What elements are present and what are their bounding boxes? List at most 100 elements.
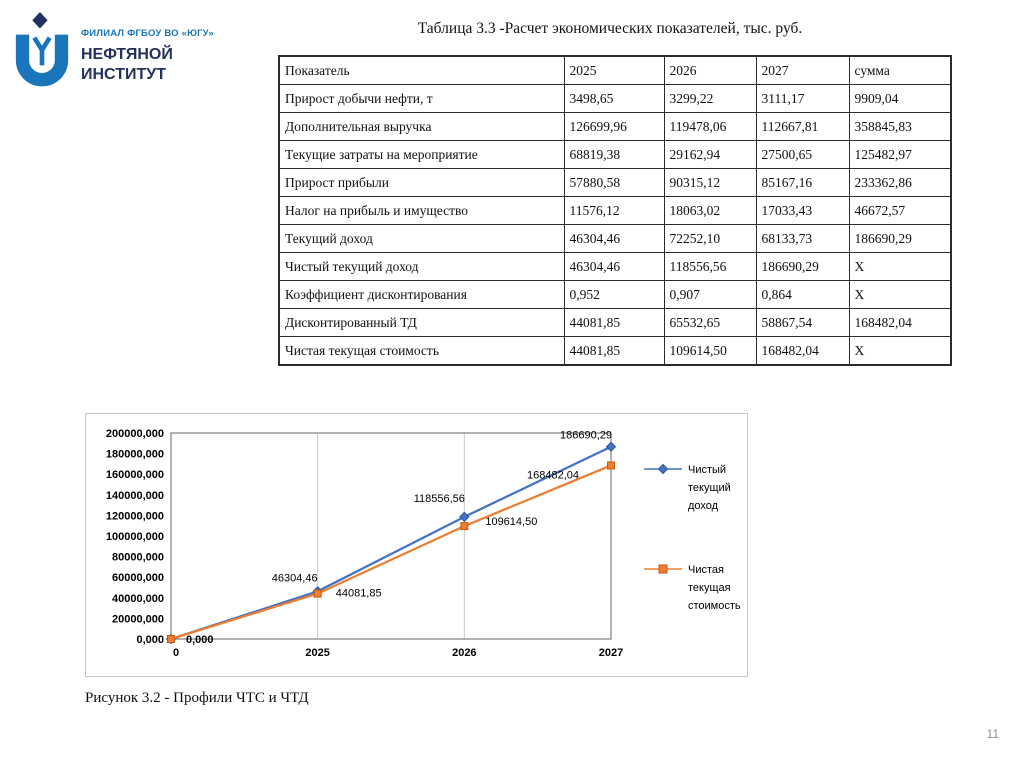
data-point-marker	[167, 635, 175, 643]
y-tick-label: 100000,000	[106, 531, 164, 543]
table-row: Чистая текущая стоимость 44081,85 109614,5…	[278, 336, 952, 366]
value-cell: 18063,02	[663, 196, 757, 225]
y-tick-label: 200000,000	[106, 428, 164, 440]
value-cell: 186690,29	[755, 252, 850, 281]
data-point-marker	[607, 461, 615, 470]
column-header: сумма	[848, 55, 952, 85]
table-row: Текущие затраты на мероприятие 68819,38 29…	[278, 140, 952, 169]
indicator-cell: Коэффициент дисконтирования	[278, 280, 565, 309]
table-header: Показатель 2025 2026 2027 сумма	[278, 55, 952, 85]
indicator-cell: Текущий доход	[278, 224, 565, 253]
value-cell: 125482,97	[848, 140, 952, 169]
value-cell: 126699,96	[563, 112, 665, 141]
value-cell: 27500,65	[755, 140, 850, 169]
value-cell: 233362,86	[848, 168, 952, 197]
value-cell: 68133,73	[755, 224, 850, 253]
table-body: Прирост добычи нефти, т 3498,65 3299,22 311…	[278, 84, 952, 366]
table-row: Дополнительная выручка 126699,96 119478,06…	[278, 112, 952, 141]
y-tick-label: 140000,000	[106, 490, 164, 502]
value-cell: 68819,38	[563, 140, 665, 169]
indicator-cell: Дополнительная выручка	[278, 112, 565, 141]
y-tick-label: 0,000	[136, 634, 164, 646]
value-cell: 168482,04	[848, 308, 952, 337]
value-cell: 72252,10	[663, 224, 757, 253]
figure-caption: Рисунок 3.2 - Профили ЧТС и ЧТД	[85, 690, 309, 706]
value-cell: 3299,22	[663, 84, 757, 113]
column-header: 2027	[755, 55, 850, 85]
y-tick-label: 120000,000	[106, 510, 164, 522]
legend-label: Чистый	[688, 464, 726, 476]
series-line	[170, 464, 612, 641]
x-tick-label: 0	[173, 647, 179, 659]
legend-marker	[657, 463, 669, 475]
data-label: 44081,85	[336, 588, 382, 600]
table-row: Налог на прибыль и имущество 11576,12 1806…	[278, 196, 952, 225]
value-cell: 3111,17	[755, 84, 850, 113]
value-cell: 17033,43	[755, 196, 850, 225]
logo-u-shape	[15, 34, 69, 87]
value-cell: 46672,57	[848, 196, 952, 225]
page-number: 11	[986, 727, 999, 741]
y-tick-label: 20000,000	[112, 613, 164, 625]
y-tick-label: 160000,000	[106, 469, 164, 481]
logo-name-line2: ИНСТИТУТ	[81, 66, 166, 83]
table-row: Дисконтированный ТД 44081,85 65532,65 58867…	[278, 308, 952, 337]
value-cell: 358845,83	[848, 112, 952, 141]
value-cell: 85167,16	[755, 168, 850, 197]
data-point-marker	[313, 589, 322, 598]
value-cell: 44081,85	[563, 308, 665, 337]
data-label: 168482,04	[527, 469, 579, 481]
logo-name-line1: НЕФТЯНОЙ	[81, 46, 173, 63]
indicator-cell: Прирост прибыли	[278, 168, 565, 197]
legend-label: текущая	[688, 582, 731, 594]
x-tick-label: 2025	[305, 647, 329, 659]
indicator-cell: Прирост добычи нефти, т	[278, 84, 565, 113]
y-tick-label: 60000,000	[112, 572, 164, 584]
line-chart-svg: 200000,000 180000,000 160000,000 140000,000…	[106, 428, 741, 659]
indicator-cell: Дисконтированный ТД	[278, 308, 565, 337]
value-cell: 186690,29	[848, 224, 952, 253]
value-cell: 11576,12	[563, 196, 665, 225]
table-row: Прирост прибыли 57880,58 90315,12 85167,16 2…	[278, 168, 952, 197]
value-cell: 109614,50	[663, 336, 757, 366]
value-cell: 168482,04	[755, 336, 850, 366]
logo-org-line: ФИЛИАЛ ФГБОУ ВО «ЮГУ»	[81, 28, 214, 39]
data-label: 109614,50	[485, 516, 537, 528]
column-header: Показатель	[278, 55, 565, 85]
data-label: 118556,56	[414, 493, 465, 505]
legend-label: стоимость	[688, 600, 741, 612]
y-tick-label: 40000,000	[112, 593, 164, 605]
table-row: Чистый текущий доход 46304,46 118556,56 186…	[278, 252, 952, 281]
value-cell: 0,907	[663, 280, 757, 309]
value-cell: 58867,54	[755, 308, 850, 337]
data-point-marker	[460, 522, 469, 531]
value-cell: 57880,58	[563, 168, 665, 197]
value-cell: X	[848, 280, 952, 309]
table-title: Таблица 3.3 -Расчет экономических показа…	[417, 20, 803, 37]
value-cell: 9909,04	[848, 84, 952, 113]
legend-marker	[658, 564, 668, 574]
logo-diamond-icon	[32, 12, 48, 29]
data-label: 0,000	[186, 634, 214, 646]
value-cell: X	[848, 252, 952, 281]
logo-mark-icon	[15, 12, 69, 87]
value-cell: 0,864	[755, 280, 850, 309]
institute-logo: ФИЛИАЛ ФГБОУ ВО «ЮГУ» НЕФТЯНОЙ ИНСТИТУТ	[12, 10, 214, 92]
legend-label: Чистая	[688, 564, 724, 576]
table-row: Прирост добычи нефти, т 3498,65 3299,22 311…	[278, 84, 952, 113]
x-tick-label: 2026	[452, 647, 476, 659]
indicator-cell: Налог на прибыль и имущество	[278, 196, 565, 225]
indicator-cell: Текущие затраты на мероприятие	[278, 140, 565, 169]
column-header: 2025	[563, 55, 665, 85]
value-cell: 90315,12	[663, 168, 757, 197]
x-tick-label: 2027	[599, 647, 623, 659]
plot-border	[170, 432, 612, 640]
value-cell: 118556,56	[663, 252, 757, 281]
chart: 200000,000 180000,000 160000,000 140000,000…	[85, 413, 748, 677]
logo-text-block: ФИЛИАЛ ФГБОУ ВО «ЮГУ» НЕФТЯНОЙ ИНСТИТУТ	[81, 10, 214, 85]
data-label: 46304,46	[272, 572, 318, 584]
table-row: Коэффициент дисконтирования 0,952 0,907 0,8…	[278, 280, 952, 309]
table-row: Текущий доход 46304,46 72252,10 68133,73 186…	[278, 224, 952, 253]
column-header: 2026	[663, 55, 757, 85]
